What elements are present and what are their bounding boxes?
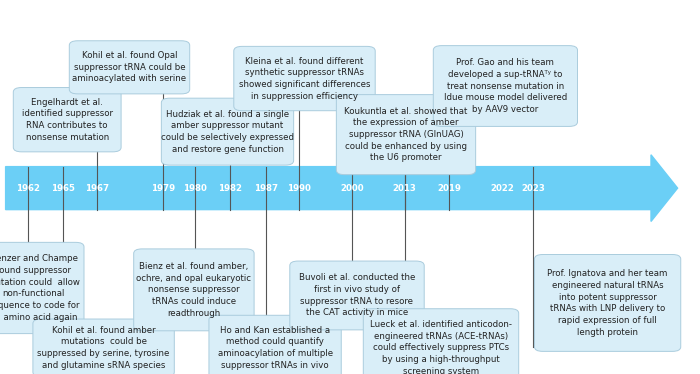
Text: 2013: 2013 — [393, 184, 416, 193]
Text: Engelhardt et al.
identified suppressor
RNA contributes to
nonsense mutation: Engelhardt et al. identified suppressor … — [22, 98, 113, 142]
FancyBboxPatch shape — [535, 254, 680, 352]
FancyBboxPatch shape — [209, 315, 342, 374]
Text: 2022: 2022 — [491, 184, 514, 193]
FancyBboxPatch shape — [161, 98, 294, 165]
FancyBboxPatch shape — [433, 46, 578, 126]
Text: 1990: 1990 — [287, 184, 311, 193]
Text: Kohil et al. found Opal
suppressor tRNA could be
aminoacylated with serine: Kohil et al. found Opal suppressor tRNA … — [72, 51, 187, 83]
FancyBboxPatch shape — [363, 309, 519, 374]
FancyBboxPatch shape — [13, 88, 121, 152]
FancyBboxPatch shape — [0, 242, 84, 334]
Text: Hudziak et al. found a single
amber suppressor mutant
could be selectively expre: Hudziak et al. found a single amber supp… — [161, 110, 294, 154]
Text: 1979: 1979 — [151, 184, 175, 193]
FancyBboxPatch shape — [234, 46, 375, 111]
Text: Kohil et al. found amber
mutations  could be
suppressed by serine, tyrosine
and : Kohil et al. found amber mutations could… — [37, 326, 170, 370]
Text: Benzer and Champe
found suppressor
mutation could  allow
non-functional
sequence: Benzer and Champe found suppressor mutat… — [0, 254, 80, 322]
Text: 1967: 1967 — [85, 184, 108, 193]
Text: 1982: 1982 — [218, 184, 241, 193]
FancyArrow shape — [6, 155, 678, 221]
FancyBboxPatch shape — [134, 249, 254, 331]
Text: Bienz et al. found amber,
ochre, and opal eukaryotic
nonsense suppressor
tRNAs c: Bienz et al. found amber, ochre, and opa… — [136, 262, 251, 318]
Text: Lueck et al. identified anticodon-
engineered tRNAs (ACE-tRNAs)
could effectivel: Lueck et al. identified anticodon- engin… — [370, 320, 512, 374]
Text: Ho and Kan established a
method could quantify
aminoacylation of multiple
suppre: Ho and Kan established a method could qu… — [218, 326, 332, 370]
Text: 2019: 2019 — [438, 184, 461, 193]
Text: Buvoli et al. conducted the
first in vivo study of
suppressor tRNA to resore
the: Buvoli et al. conducted the first in viv… — [299, 273, 415, 318]
Text: 1987: 1987 — [254, 184, 278, 193]
Text: Prof. Ignatova and her team
engineered natural tRNAs
into potent suppressor
tRNA: Prof. Ignatova and her team engineered n… — [547, 269, 668, 337]
Text: 1962: 1962 — [16, 184, 40, 193]
Text: 1980: 1980 — [183, 184, 206, 193]
Text: Koukuntla et al. showed that
the expression of amber
suppressor tRNA (GlnUAG)
co: Koukuntla et al. showed that the express… — [344, 107, 468, 162]
FancyBboxPatch shape — [290, 261, 424, 330]
Text: 1965: 1965 — [51, 184, 75, 193]
FancyBboxPatch shape — [336, 95, 475, 175]
FancyBboxPatch shape — [69, 41, 190, 94]
Text: Prof. Gao and his team
developed a sup-tRNAᵀʸ to
treat nonsense mutation in
Idue: Prof. Gao and his team developed a sup-t… — [444, 58, 567, 114]
FancyBboxPatch shape — [33, 319, 174, 374]
Text: 2000: 2000 — [340, 184, 364, 193]
Text: Kleina et al. found different
synthetic suppressor tRNAs
showed significant diff: Kleina et al. found different synthetic … — [239, 56, 370, 101]
Text: 2023: 2023 — [522, 184, 545, 193]
